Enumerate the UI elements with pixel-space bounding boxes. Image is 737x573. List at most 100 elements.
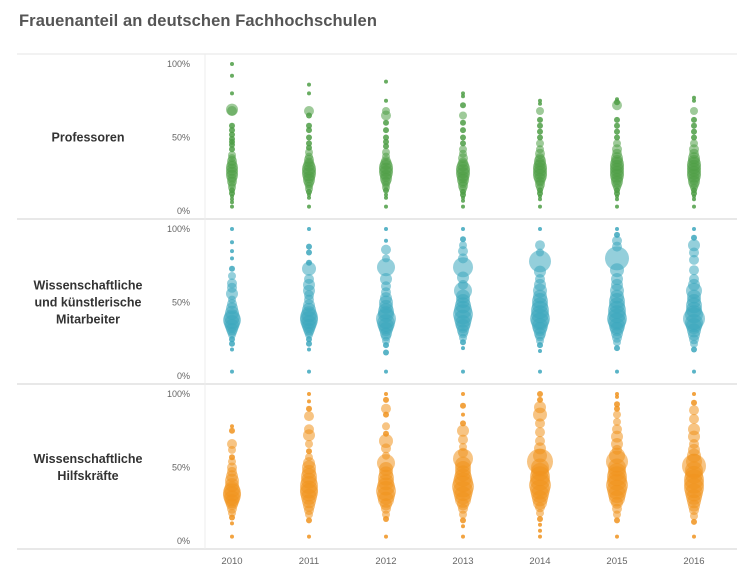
data-point (230, 369, 234, 374)
data-point (537, 116, 543, 123)
data-point (535, 240, 545, 251)
data-point (691, 128, 697, 135)
data-point (537, 516, 543, 522)
data-point (306, 134, 312, 141)
data-point (305, 510, 313, 519)
data-point (689, 505, 699, 516)
data-point (690, 512, 698, 520)
data-point (458, 434, 468, 445)
data-point (306, 112, 312, 119)
data-point (535, 427, 545, 438)
data-point (228, 272, 236, 280)
data-point (692, 98, 696, 103)
data-point (306, 127, 312, 134)
panel: Wissenschaftliche und künstlerische Mitarb… (34, 224, 705, 381)
data-point (228, 445, 236, 454)
data-point (461, 91, 465, 96)
data-point (691, 134, 697, 141)
data-point (691, 234, 697, 241)
data-point (384, 98, 388, 103)
data-point (230, 62, 234, 66)
data-point (228, 509, 236, 518)
data-point (303, 429, 315, 442)
data-point (382, 422, 390, 431)
chart-title: Frauenanteil an deutschen Fachhochschule… (19, 12, 378, 30)
data-point (690, 339, 698, 348)
data-point (461, 534, 465, 539)
data-point (306, 249, 312, 256)
data-point (689, 247, 699, 258)
data-point (383, 143, 389, 150)
data-point (307, 347, 311, 352)
data-point (229, 340, 235, 347)
data-point (691, 346, 697, 353)
data-point (692, 194, 696, 199)
y-tick-label: 100% (167, 59, 190, 69)
data-point (460, 191, 466, 198)
data-point (692, 392, 696, 396)
data-point (384, 227, 388, 231)
data-point (538, 369, 542, 374)
data-point (535, 502, 545, 513)
data-point (460, 402, 466, 409)
data-point (614, 190, 620, 197)
data-point (307, 392, 311, 396)
panel: Wissenschaftliche Hilfskräfte 0% 50% 100% (34, 389, 706, 546)
data-point (306, 448, 312, 455)
x-tick-label: 2016 (683, 556, 704, 567)
data-point (538, 227, 542, 231)
data-point (538, 197, 542, 202)
data-point (537, 134, 543, 141)
data-point (230, 249, 234, 254)
data-point (538, 528, 542, 533)
data-point (461, 392, 465, 396)
data-point (692, 204, 696, 209)
data-point (692, 227, 696, 231)
data-point (533, 407, 547, 422)
data-point (229, 131, 235, 138)
x-tick-label: 2014 (529, 556, 550, 567)
data-point (690, 107, 698, 115)
x-tick-label: 2015 (606, 556, 627, 567)
panel-label: Wissenschaftliche (34, 279, 143, 293)
data-point (615, 227, 619, 231)
data-point (306, 340, 312, 347)
x-axis: 2010 2011 2012 2013 2014 2015 2016 (221, 556, 704, 567)
data-point (605, 246, 629, 271)
data-point (230, 240, 234, 245)
data-point (615, 369, 619, 374)
data-point (615, 204, 619, 209)
data-point (538, 349, 542, 353)
data-point (614, 517, 620, 524)
data-point (384, 392, 388, 396)
data-point (383, 516, 389, 522)
x-tick-label: 2013 (452, 556, 473, 567)
data-point (613, 410, 621, 419)
data-point (535, 418, 545, 429)
data-point (615, 394, 619, 399)
data-point (536, 107, 544, 115)
data-point (229, 336, 235, 343)
data-point (461, 195, 465, 200)
data-point (688, 430, 700, 443)
data-point (458, 246, 468, 257)
data-point (461, 412, 465, 417)
data-point (460, 140, 466, 147)
data-point (383, 396, 389, 403)
data-point (230, 256, 234, 261)
data-point (615, 194, 619, 199)
data-point (384, 192, 388, 197)
y-tick-label: 0% (177, 371, 190, 381)
data-point (230, 521, 234, 526)
data-point (461, 524, 465, 529)
data-point (383, 138, 389, 145)
data-point (306, 336, 312, 343)
panel-label: und künstlerische (35, 296, 142, 310)
chart-panels: Professoren 0% 50% 100% Wissenschaftliche und… (34, 59, 706, 546)
y-tick-label: 0% (177, 536, 190, 546)
data-point (460, 420, 466, 427)
data-point (692, 369, 696, 374)
data-point (382, 510, 390, 519)
data-point (614, 122, 620, 129)
panel: Professoren 0% 50% 100% (52, 59, 701, 216)
